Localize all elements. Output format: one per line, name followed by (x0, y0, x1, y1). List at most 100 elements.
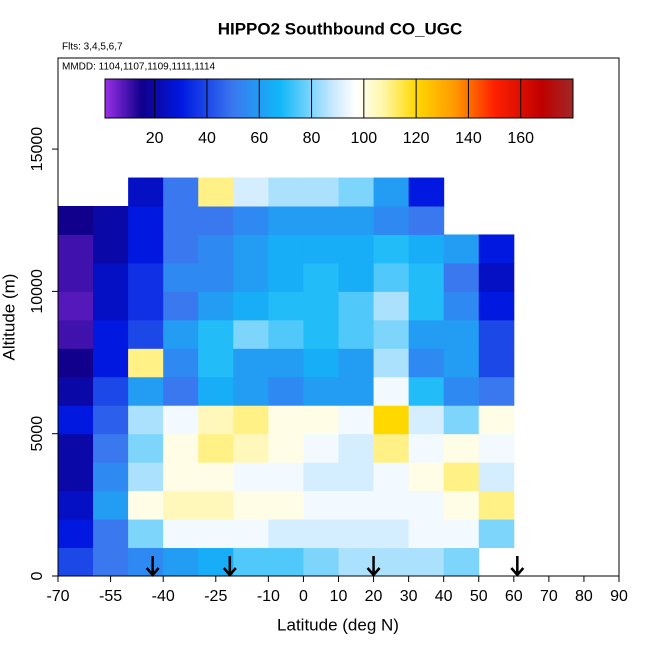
heat-cell (303, 291, 339, 321)
heat-cell (408, 376, 445, 406)
heat-cell (233, 433, 269, 463)
heat-cell (163, 291, 199, 321)
heat-cell (58, 348, 94, 378)
heat-cell (163, 376, 199, 406)
heat-cell (338, 291, 375, 321)
heat-cell (163, 547, 199, 577)
x-tick-label: 30 (400, 588, 418, 605)
heat-cell (478, 462, 515, 492)
heat-cell (128, 234, 164, 264)
heat-cell (268, 433, 304, 463)
heat-cell (338, 319, 375, 349)
heat-cell (268, 547, 304, 577)
heat-cell (338, 433, 375, 463)
heat-cell (268, 234, 304, 264)
annotation: Flts: 3,4,5,6,7 (62, 42, 123, 53)
x-tick-label: 70 (540, 588, 558, 605)
heat-cell (303, 319, 339, 349)
heat-cell (163, 319, 199, 349)
heat-cell (408, 206, 445, 235)
y-tick-label: 10000 (29, 269, 46, 314)
heat-cell (408, 490, 445, 520)
x-tick-label: -70 (46, 588, 69, 605)
heat-cell (303, 262, 339, 292)
heat-cell (233, 348, 269, 378)
heat-cell (268, 348, 304, 378)
heat-cell (443, 376, 480, 406)
heat-cell (198, 462, 234, 492)
heat-cell (373, 234, 410, 264)
heat-cell (373, 262, 410, 292)
heat-cell (338, 206, 375, 235)
heat-cell (268, 319, 304, 349)
heat-cell (373, 490, 410, 520)
heat-cell (198, 234, 234, 264)
heat-cell (443, 262, 480, 292)
x-tick-label: 50 (470, 588, 488, 605)
colorbar-tick-label: 80 (303, 130, 321, 147)
heat-cell (128, 262, 164, 292)
heat-cell (233, 376, 269, 406)
heat-cell (163, 490, 199, 520)
heat-cell (198, 348, 234, 378)
heat-cell (373, 348, 410, 378)
heat-cell (163, 177, 199, 207)
heat-cell (373, 291, 410, 321)
heat-cell (93, 547, 129, 577)
heat-cell (408, 177, 445, 207)
heat-cell (478, 262, 515, 292)
flight-arrow (222, 556, 237, 577)
heat-cell (198, 405, 234, 435)
y-tick-label: 15000 (29, 127, 46, 172)
heat-cell (58, 319, 94, 349)
heat-cell (373, 547, 410, 577)
heat-cell (128, 177, 164, 207)
heat-cell (128, 462, 164, 492)
heat-cell (303, 348, 339, 378)
x-tick-label: 20 (365, 588, 383, 605)
heat-cell (58, 519, 94, 549)
heat-cell (443, 405, 480, 435)
x-tick-label: 40 (435, 588, 453, 605)
heat-cell (303, 547, 339, 577)
flight-arrow (145, 556, 160, 577)
heat-cell (303, 234, 339, 264)
heat-cell (128, 547, 164, 577)
heat-cell (478, 490, 515, 520)
heat-cell (338, 462, 375, 492)
heat-cell (408, 319, 445, 349)
heat-cell (303, 433, 339, 463)
heat-cell (443, 348, 480, 378)
heat-cell (198, 291, 234, 321)
heat-cell (198, 319, 234, 349)
heat-cell (478, 519, 515, 549)
heat-cell (128, 206, 164, 235)
heat-cell (408, 234, 445, 264)
heat-cell (268, 177, 304, 207)
heat-cell (408, 519, 445, 549)
heat-cell (198, 376, 234, 406)
heat-cell (303, 519, 339, 549)
x-tick-label: -40 (152, 588, 175, 605)
heat-cell (338, 490, 375, 520)
heat-cell (338, 348, 375, 378)
x-tick-label: 90 (610, 588, 628, 605)
heat-cell (373, 519, 410, 549)
heat-cell (128, 376, 164, 406)
x-tick-label: 10 (330, 588, 348, 605)
heat-cell (443, 291, 480, 321)
heat-cell (128, 519, 164, 549)
heat-cell (373, 376, 410, 406)
heat-cell (58, 433, 94, 463)
heat-cell (233, 177, 269, 207)
heat-cell (58, 376, 94, 406)
colorbar-tick-label: 100 (350, 130, 377, 147)
heat-cell (338, 234, 375, 264)
heat-cell (233, 291, 269, 321)
flight-arrow (510, 556, 525, 577)
heat-cell (93, 376, 129, 406)
heat-cell (478, 376, 515, 406)
heat-cell (198, 262, 234, 292)
